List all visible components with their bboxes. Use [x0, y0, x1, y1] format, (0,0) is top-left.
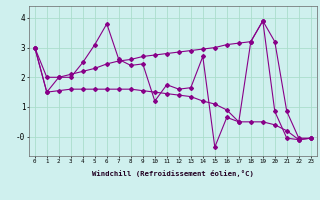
X-axis label: Windchill (Refroidissement éolien,°C): Windchill (Refroidissement éolien,°C) — [92, 170, 254, 177]
